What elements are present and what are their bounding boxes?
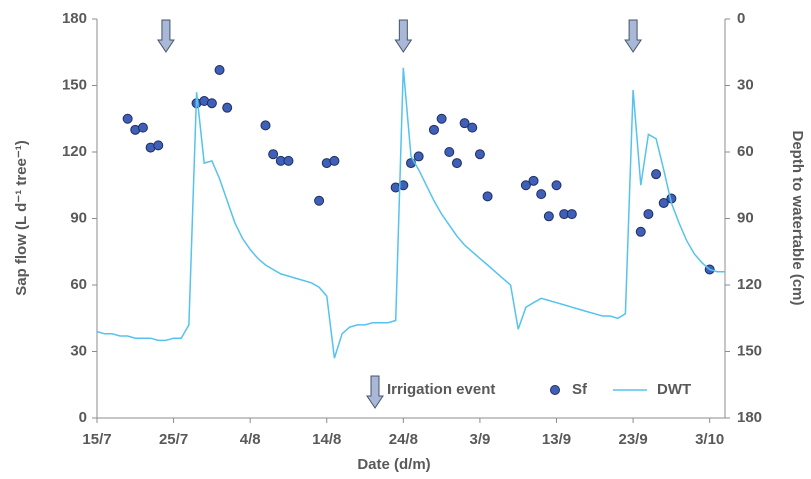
x-tick-label: 13/9 bbox=[542, 431, 571, 448]
y-tick-label: 180 bbox=[62, 10, 87, 27]
sf-point bbox=[260, 120, 271, 131]
legend-label: Irrigation event bbox=[387, 381, 495, 398]
sf-point bbox=[268, 149, 279, 160]
y2-tick-label: 60 bbox=[737, 143, 754, 160]
sf-point bbox=[428, 124, 439, 135]
sf-point bbox=[658, 197, 669, 208]
sf-point bbox=[467, 122, 478, 133]
y-tick-label: 120 bbox=[62, 143, 87, 160]
sf-point bbox=[520, 180, 531, 191]
sf-point bbox=[329, 155, 340, 166]
y2-tick-label: 0 bbox=[737, 10, 745, 27]
sf-point bbox=[398, 180, 409, 191]
y2-axis-label: Depth to watertable (cm) bbox=[789, 130, 806, 305]
sf-point bbox=[137, 122, 148, 133]
x-tick-label: 15/7 bbox=[82, 431, 111, 448]
sf-point bbox=[451, 158, 462, 169]
sf-point bbox=[444, 147, 455, 157]
sf-point bbox=[314, 195, 325, 206]
sf-point bbox=[643, 209, 654, 220]
legend-label: DWT bbox=[657, 381, 691, 398]
y-tick-label: 150 bbox=[62, 76, 87, 93]
legend-label: Sf bbox=[572, 381, 588, 398]
y-tick-label: 30 bbox=[70, 342, 87, 359]
x-tick-label: 14/8 bbox=[312, 431, 341, 448]
x-tick-label: 24/8 bbox=[389, 431, 418, 448]
sf-point bbox=[635, 226, 646, 237]
sf-point bbox=[528, 175, 539, 186]
sf-point bbox=[566, 209, 577, 220]
irrigation-arrow bbox=[624, 19, 643, 53]
x-tick-label: 3/9 bbox=[469, 431, 490, 448]
irrigation-arrow bbox=[394, 19, 413, 53]
y2-tick-label: 30 bbox=[737, 76, 754, 93]
irrigation-arrow bbox=[156, 19, 175, 53]
y2-tick-label: 120 bbox=[737, 276, 762, 293]
sf-point bbox=[222, 102, 233, 113]
sf-point bbox=[536, 189, 547, 200]
legend-marker bbox=[550, 385, 560, 395]
y2-tick-label: 180 bbox=[737, 409, 762, 426]
sf-point bbox=[482, 191, 493, 202]
y2-tick-label: 90 bbox=[737, 209, 754, 226]
legend-arrow bbox=[366, 375, 384, 409]
x-axis-label: Date (d/m) bbox=[357, 456, 430, 473]
sf-point bbox=[214, 64, 225, 75]
sf-point bbox=[551, 180, 562, 191]
y-tick-label: 90 bbox=[70, 209, 87, 226]
sf-point bbox=[283, 155, 294, 166]
x-tick-label: 3/10 bbox=[695, 431, 724, 448]
x-tick-label: 4/8 bbox=[240, 431, 261, 448]
sf-point bbox=[153, 140, 164, 151]
y-tick-label: 0 bbox=[79, 409, 87, 426]
sf-point bbox=[206, 98, 217, 109]
sf-point bbox=[413, 151, 424, 162]
y-tick-label: 60 bbox=[70, 276, 87, 293]
sf-point bbox=[543, 211, 554, 222]
sf-point bbox=[474, 149, 485, 160]
y2-tick-label: 150 bbox=[737, 342, 762, 359]
sf-point bbox=[122, 113, 133, 124]
sf-point bbox=[436, 113, 447, 124]
sf-point bbox=[459, 118, 470, 129]
dwt-line bbox=[96, 67, 725, 359]
x-tick-label: 25/7 bbox=[159, 431, 188, 448]
x-tick-label: 23/9 bbox=[618, 431, 647, 448]
sf-point bbox=[651, 169, 662, 180]
y-axis-label: Sap flow (L d⁻¹ tree⁻¹) bbox=[13, 140, 30, 296]
